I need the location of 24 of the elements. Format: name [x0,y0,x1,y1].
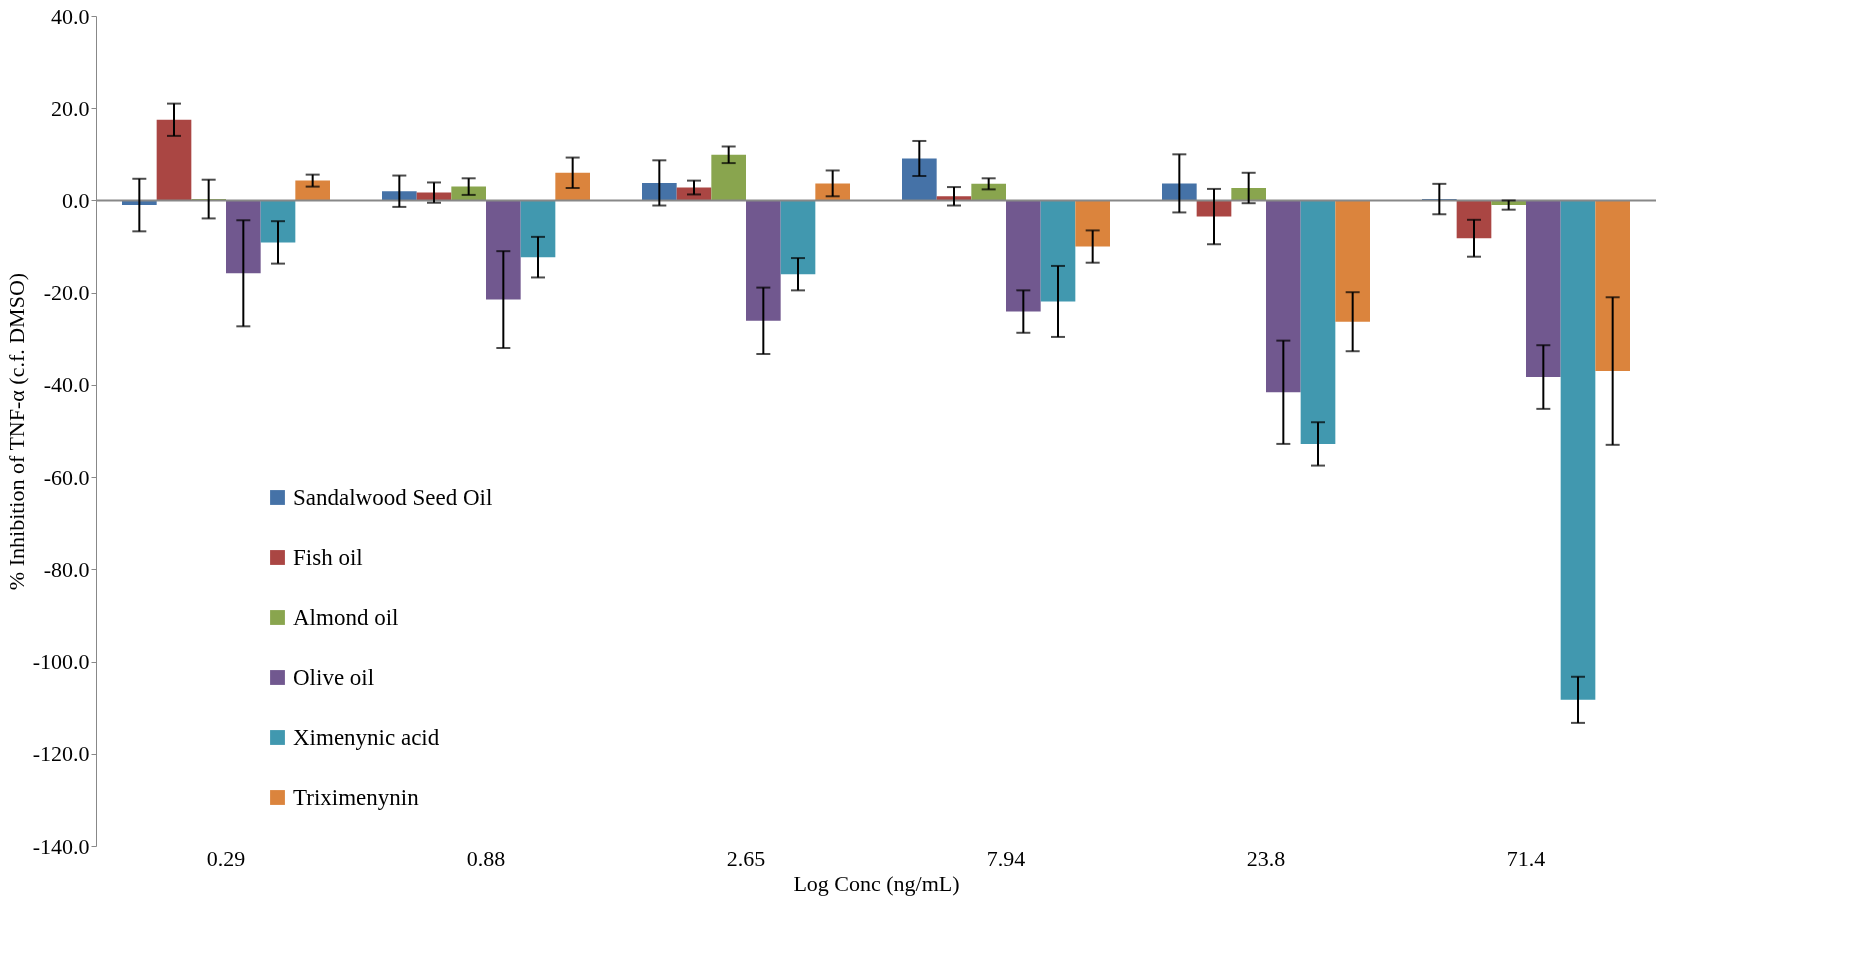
y-tick-label: -120.0 [32,741,90,767]
x-tick-label: 71.4 [1506,845,1546,871]
y-tick-label: 0.0 [62,187,90,213]
x-tick-label: 0.29 [206,845,246,871]
x-axis-title: Log Conc (ng/mL) [793,870,960,896]
legend-label: Ximenynic acid [293,724,440,750]
legend-label: Almond oil [293,604,399,630]
legend-label: Triximenynin [293,784,420,810]
legend-label: Sandalwood Seed Oil [293,484,493,510]
y-tick-label: -20.0 [43,280,90,306]
x-tick-label: 7.94 [986,845,1026,871]
y-axis-title: % Inhibition of TNF-α (c.f. DMSO) [3,272,29,591]
legend-label: Olive oil [293,664,375,690]
x-tick-label: 2.65 [726,845,766,871]
y-tick-label: -60.0 [43,464,90,490]
y-tick-label: -140.0 [32,833,90,859]
y-tick-label: 20.0 [51,95,90,121]
y-tick-label: -100.0 [32,649,90,675]
y-tick-label: -80.0 [43,556,90,582]
x-tick-label: 0.88 [466,845,506,871]
x-tick-label: 23.8 [1246,845,1286,871]
y-tick-label: -40.0 [43,372,90,398]
legend-label: Fish oil [293,544,363,570]
y-tick-label: 40.0 [51,3,90,29]
